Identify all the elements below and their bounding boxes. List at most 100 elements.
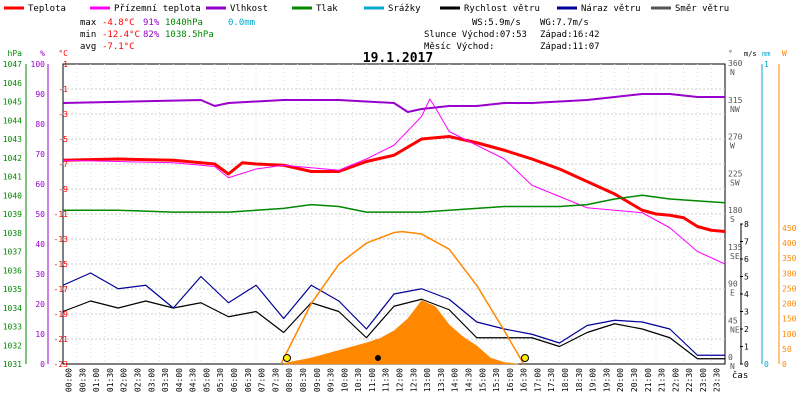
solar-axis-label: W bbox=[782, 49, 787, 58]
x-tick-label: 04:00 bbox=[175, 368, 184, 392]
x-tick-label: 12:30 bbox=[409, 368, 418, 392]
wind-axis-label: m/s bbox=[744, 50, 757, 58]
x-tick-label: 16:00 bbox=[506, 368, 515, 392]
x-axis-label: čas bbox=[732, 370, 748, 381]
wind-tick-label: 4 bbox=[744, 290, 749, 299]
direction-tick-name: N bbox=[730, 362, 735, 371]
x-tick-label: 11:30 bbox=[382, 368, 391, 392]
stats-max-label: max bbox=[80, 18, 97, 28]
temperature-tick-label: -5 bbox=[58, 135, 68, 144]
x-tick-label: 20:00 bbox=[616, 368, 625, 392]
temperature-tick-label: 1 bbox=[63, 60, 68, 69]
x-tick-label: 13:30 bbox=[437, 368, 446, 392]
humidity-tick-label: 0 bbox=[40, 360, 45, 369]
x-tick-label: 10:00 bbox=[340, 368, 349, 392]
solar-fill bbox=[283, 300, 519, 365]
wind-tick-label: 0 bbox=[744, 360, 749, 369]
precip-tick-label: 1 bbox=[764, 60, 769, 69]
solar-tick-label: 350 bbox=[782, 254, 797, 263]
humidity-tick-label: 10 bbox=[35, 330, 45, 339]
stats-min-label: min bbox=[80, 30, 96, 40]
temperature-tick-label: -3 bbox=[58, 110, 68, 119]
humidity-tick-label: 50 bbox=[35, 210, 45, 219]
x-tick-label: 11:00 bbox=[368, 368, 377, 392]
series-line-teplota bbox=[62, 135, 726, 233]
pressure-tick-label: 1047 bbox=[3, 60, 22, 69]
pressure-tick-label: 1044 bbox=[3, 116, 22, 125]
temperature-tick-label: -7 bbox=[58, 160, 68, 169]
temperature-tick-label: -15 bbox=[54, 260, 69, 269]
pressure-tick-label: 1040 bbox=[3, 191, 22, 200]
x-tick-label: 08:30 bbox=[299, 368, 308, 392]
series-lines bbox=[62, 93, 726, 365]
temperature-tick-label: -11 bbox=[54, 210, 69, 219]
direction-tick-name: NE bbox=[730, 325, 740, 334]
temperature-tick-label: -19 bbox=[54, 310, 69, 319]
x-tick-label: 01:00 bbox=[92, 368, 101, 392]
humidity-tick-label: 70 bbox=[35, 150, 45, 159]
solar-tick-label: 250 bbox=[782, 284, 797, 293]
x-tick-label: 14:30 bbox=[464, 368, 473, 392]
x-tick-label: 18:30 bbox=[575, 368, 584, 392]
wind-tick-label: 2 bbox=[744, 325, 749, 334]
stats-wg: WG:7.7m/s bbox=[540, 18, 589, 28]
x-tick-label: 16:30 bbox=[520, 368, 529, 392]
solar-area bbox=[283, 300, 519, 365]
direction-tick-name: NW bbox=[730, 105, 740, 114]
humidity-tick-label: 100 bbox=[31, 60, 46, 69]
x-tick-label: 05:30 bbox=[216, 368, 225, 392]
x-tick-label: 12:00 bbox=[396, 368, 405, 392]
x-tick-label: 02:00 bbox=[120, 368, 129, 392]
stats-moon-set: Západ:11:07 bbox=[540, 42, 600, 52]
x-tick-label: 02:30 bbox=[133, 368, 142, 392]
legend-entry: Teplota bbox=[28, 4, 66, 14]
solar-tick-label: 50 bbox=[782, 345, 792, 354]
humidity-tick-label: 90 bbox=[35, 90, 45, 99]
x-tick-label: 15:00 bbox=[478, 368, 487, 392]
stats-ws: WS:5.9m/s bbox=[472, 18, 521, 28]
direction-tick-label: 360 bbox=[728, 59, 743, 68]
x-tick-label: 17:30 bbox=[547, 368, 556, 392]
direction-axis-label: ° bbox=[728, 49, 733, 58]
pressure-tick-label: 1033 bbox=[3, 323, 22, 332]
solar-tick-label: 0 bbox=[782, 360, 787, 369]
direction-tick-name: E bbox=[730, 289, 735, 298]
stats-min-hum: 82% bbox=[143, 30, 160, 40]
sunrise-marker bbox=[283, 354, 291, 362]
pressure-tick-label: 1039 bbox=[3, 210, 22, 219]
temperature-tick-label: -23 bbox=[54, 360, 69, 369]
x-tick-label: 20:30 bbox=[630, 368, 639, 392]
stats-max-temp: -4.8°C bbox=[102, 18, 135, 28]
x-tick-label: 15:30 bbox=[492, 368, 501, 392]
x-tick-label: 18:00 bbox=[561, 368, 570, 392]
direction-tick-name: S bbox=[730, 215, 735, 224]
x-tick-label: 17:00 bbox=[533, 368, 542, 392]
x-tick-label: 14:00 bbox=[451, 368, 460, 392]
pressure-tick-label: 1031 bbox=[3, 360, 22, 369]
direction-tick-label: 135 bbox=[728, 243, 743, 252]
wind-tick-label: 6 bbox=[744, 255, 749, 264]
x-tick-label: 19:00 bbox=[589, 368, 598, 392]
stats-precip: 0.0mm bbox=[228, 18, 255, 28]
series-line-p-zemn-teplota bbox=[62, 98, 726, 265]
x-tick-label: 03:30 bbox=[161, 368, 170, 392]
temperature-tick-label: -21 bbox=[54, 335, 69, 344]
direction-tick-label: 180 bbox=[728, 206, 743, 215]
solar-tick-label: 200 bbox=[782, 300, 797, 309]
stats-block: max -4.8°C 91% 1040hPa 0.0mm min -12.4°C… bbox=[80, 18, 600, 52]
x-tick-label: 07:00 bbox=[258, 368, 267, 392]
stats-max-press: 1040hPa bbox=[165, 18, 203, 28]
direction-tick-name: SE bbox=[730, 252, 740, 261]
sunset-marker bbox=[521, 354, 529, 362]
x-tick-label: 21:30 bbox=[658, 368, 667, 392]
direction-tick-label: 90 bbox=[728, 280, 738, 289]
x-tick-label: 00:00 bbox=[65, 368, 74, 392]
pressure-axis-label: hPa bbox=[8, 49, 23, 58]
legend-entry: Srážky bbox=[388, 4, 421, 14]
pressure-tick-label: 1046 bbox=[3, 79, 22, 88]
pressure-tick-label: 1045 bbox=[3, 98, 22, 107]
direction-tick-label: 0 bbox=[728, 353, 733, 362]
x-tick-label: 03:00 bbox=[147, 368, 156, 392]
pressure-tick-label: 1037 bbox=[3, 248, 22, 257]
